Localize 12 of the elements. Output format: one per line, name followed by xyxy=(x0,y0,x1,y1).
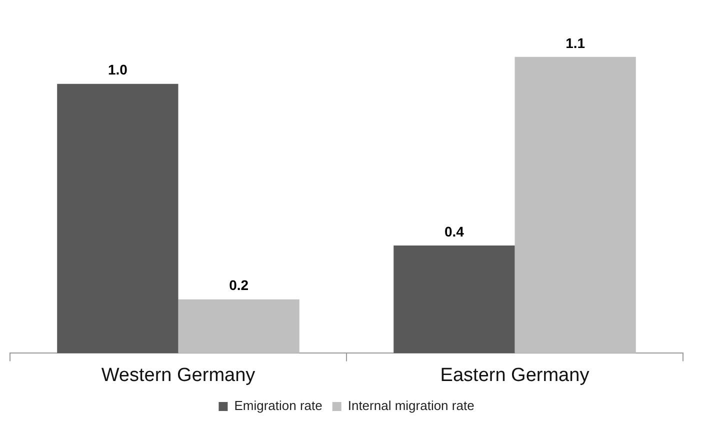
data-label: 0.2 xyxy=(229,277,249,294)
data-label: 1.1 xyxy=(566,34,586,51)
x-tick-label: Eastern Germany xyxy=(440,364,590,386)
x-tick-label: Western Germany xyxy=(101,364,256,386)
legend-label: Internal migration rate xyxy=(348,398,474,414)
bar xyxy=(178,299,300,354)
data-label: 1.0 xyxy=(108,62,128,78)
data-label: 0.4 xyxy=(444,223,464,240)
bar xyxy=(394,245,515,354)
legend-label: Emigration rate xyxy=(234,398,322,414)
bar xyxy=(57,84,178,354)
bar xyxy=(514,56,636,354)
